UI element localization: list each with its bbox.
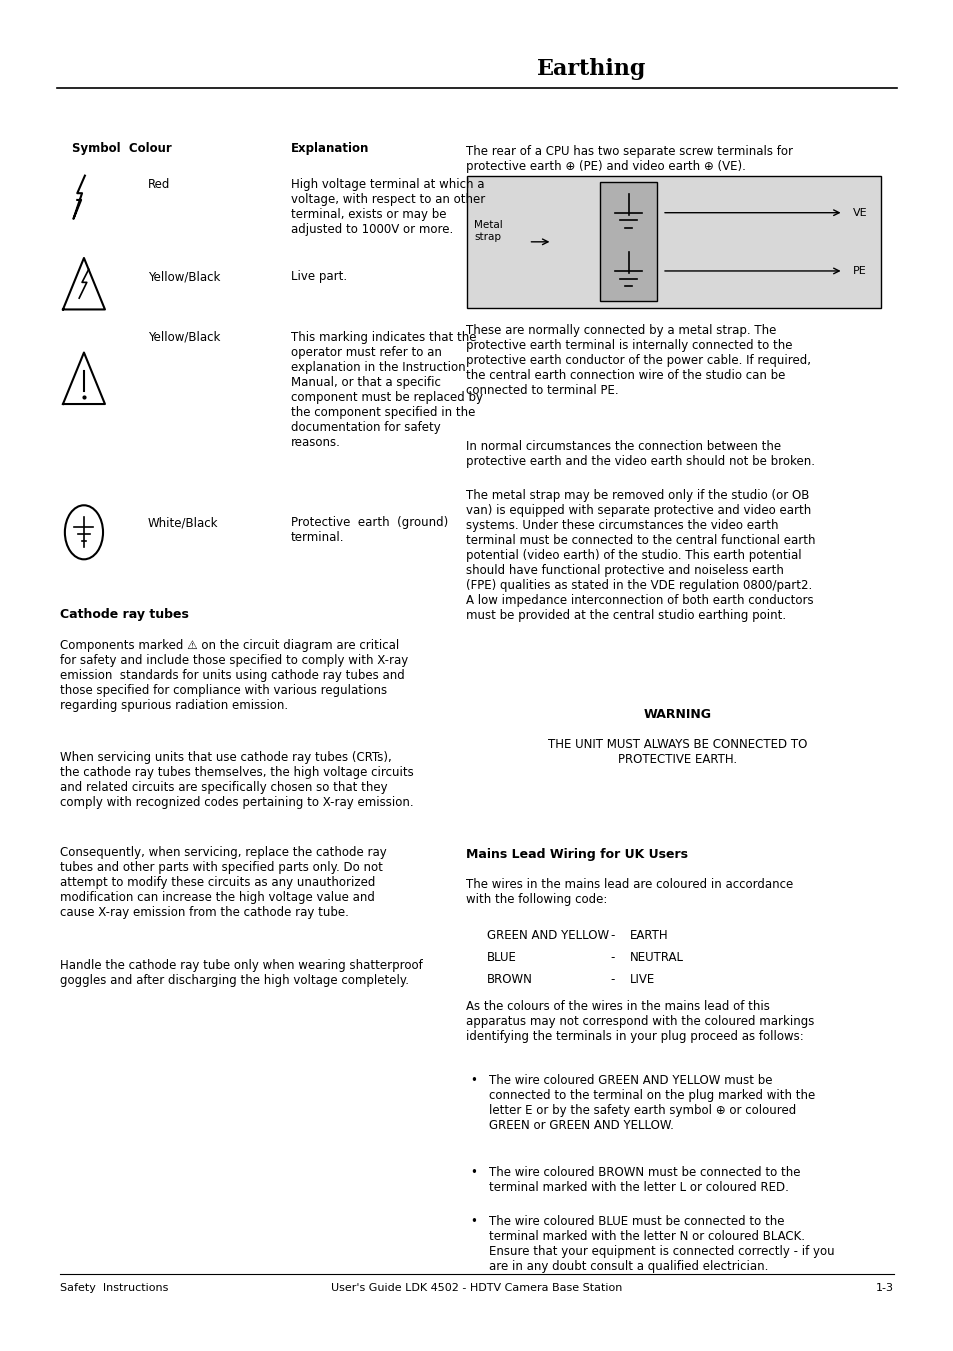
Text: •: • [470,1215,476,1228]
Text: Mains Lead Wiring for UK Users: Mains Lead Wiring for UK Users [465,848,687,862]
Text: When servicing units that use cathode ray tubes (CRTs),
the cathode ray tubes th: When servicing units that use cathode ra… [60,751,414,809]
Text: EARTH: EARTH [629,929,667,943]
Text: The wires in the mains lead are coloured in accordance
with the following code:: The wires in the mains lead are coloured… [465,878,792,907]
Text: These are normally connected by a metal strap. The
protective earth terminal is : These are normally connected by a metal … [465,324,810,397]
Text: The metal strap may be removed only if the studio (or OB
van) is equipped with s: The metal strap may be removed only if t… [465,489,814,621]
Text: WARNING: WARNING [642,708,711,721]
Text: White/Black: White/Black [148,516,218,530]
Text: NEUTRAL: NEUTRAL [629,951,683,965]
Text: As the colours of the wires in the mains lead of this
apparatus may not correspo: As the colours of the wires in the mains… [465,1000,813,1043]
Text: -: - [610,929,615,943]
Text: Live part.: Live part. [291,270,347,284]
Text: -: - [610,951,615,965]
Text: The wire coloured GREEN AND YELLOW must be
connected to the terminal on the plug: The wire coloured GREEN AND YELLOW must … [489,1074,815,1132]
Text: Handle the cathode ray tube only when wearing shatterproof
goggles and after dis: Handle the cathode ray tube only when we… [60,959,422,988]
Text: •: • [470,1166,476,1179]
Text: THE UNIT MUST ALWAYS BE CONNECTED TO
PROTECTIVE EARTH.: THE UNIT MUST ALWAYS BE CONNECTED TO PRO… [547,738,806,766]
FancyBboxPatch shape [466,176,881,308]
Text: Red: Red [148,178,170,192]
Text: 1-3: 1-3 [875,1283,893,1293]
Text: -: - [610,973,615,986]
Text: Components marked ⚠ on the circuit diagram are critical
for safety and include t: Components marked ⚠ on the circuit diagr… [60,639,408,712]
Text: Yellow/Black: Yellow/Black [148,331,220,345]
Text: Earthing: Earthing [537,58,645,80]
Text: BROWN: BROWN [486,973,532,986]
Text: The wire coloured BLUE must be connected to the
terminal marked with the letter : The wire coloured BLUE must be connected… [489,1215,834,1273]
Text: In normal circumstances the connection between the
protective earth and the vide: In normal circumstances the connection b… [465,440,814,469]
Text: Cathode ray tubes: Cathode ray tubes [60,608,189,621]
Text: BLUE: BLUE [486,951,516,965]
FancyBboxPatch shape [599,182,657,301]
Text: The rear of a CPU has two separate screw terminals for
protective earth ⊕ (PE) a: The rear of a CPU has two separate screw… [465,145,792,173]
Text: GREEN AND YELLOW: GREEN AND YELLOW [486,929,608,943]
Text: Yellow/Black: Yellow/Black [148,270,220,284]
Text: PE: PE [852,266,866,276]
Text: Explanation: Explanation [291,142,369,155]
Text: User's Guide LDK 4502 - HDTV Camera Base Station: User's Guide LDK 4502 - HDTV Camera Base… [331,1283,622,1293]
Text: High voltage terminal at which a
voltage, with respect to an other
terminal, exi: High voltage terminal at which a voltage… [291,178,485,236]
Text: Symbol  Colour: Symbol Colour [71,142,172,155]
Text: The wire coloured BROWN must be connected to the
terminal marked with the letter: The wire coloured BROWN must be connecte… [489,1166,801,1194]
Text: Protective  earth  (ground)
terminal.: Protective earth (ground) terminal. [291,516,448,544]
Text: LIVE: LIVE [629,973,654,986]
Text: This marking indicates that the
operator must refer to an
explanation in the Ins: This marking indicates that the operator… [291,331,482,449]
Text: VE: VE [852,208,867,218]
Text: Safety  Instructions: Safety Instructions [60,1283,169,1293]
Text: Metal
strap: Metal strap [474,220,502,242]
Text: •: • [470,1074,476,1088]
Text: Consequently, when servicing, replace the cathode ray
tubes and other parts with: Consequently, when servicing, replace th… [60,846,387,919]
